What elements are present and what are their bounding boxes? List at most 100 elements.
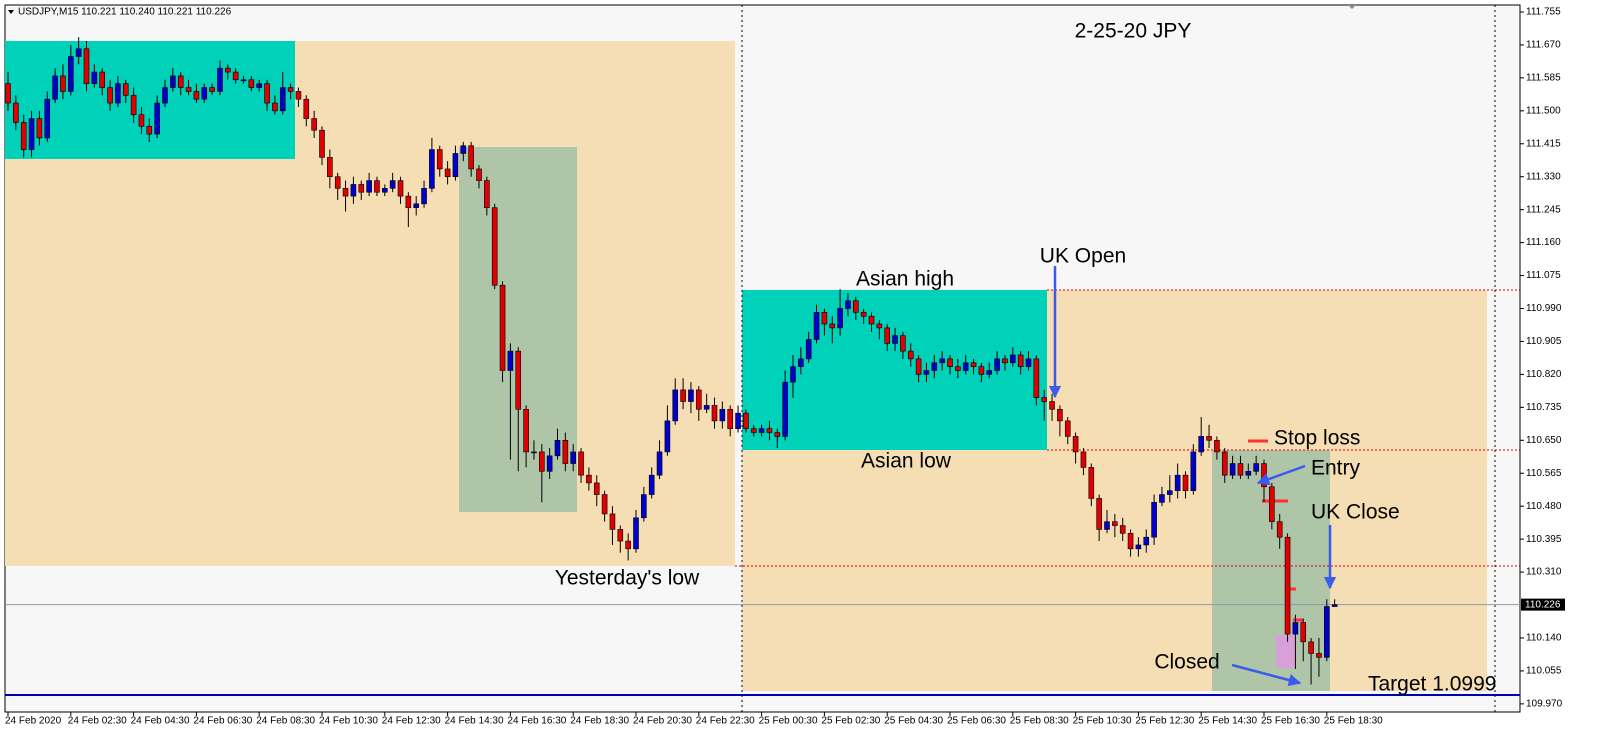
candle-body [1009,354,1016,364]
candle-body [279,87,286,112]
candle-body [429,149,435,189]
candle-body [1182,474,1189,491]
y-tick-label: 111.160 [1526,237,1561,248]
y-tick-label: 111.075 [1526,270,1561,281]
arrow [1231,663,1302,687]
candle-body [1245,470,1252,476]
y-tick-label: 110.735 [1526,402,1562,413]
candle-body [719,408,726,422]
candle-body [892,335,898,344]
candles [5,37,1338,685]
candle-body [735,412,741,429]
candle-body [617,529,624,542]
candle-body [232,71,239,81]
candle-body [1198,436,1204,453]
y-tick-label: 111.755 [1526,7,1561,18]
uk-box [1212,450,1330,691]
x-tick-label: 24 Feb 08:30 [256,716,315,727]
candle-body [538,451,545,472]
candle-body [374,180,380,193]
closed-box [1276,635,1295,668]
candle-body [586,474,592,484]
candle-body [1308,641,1314,654]
candle-body [798,358,804,367]
annotation: Asian high [856,268,954,291]
y-tick-label: 111.415 [1526,138,1561,149]
candle-body [303,98,310,119]
candle-body [1206,436,1212,441]
candle-body [1151,502,1157,538]
candle-body [342,188,349,197]
candle-body [609,513,616,530]
candle-body [185,87,192,92]
annotation: Yesterday's low [555,567,700,590]
candle-body [1017,354,1024,367]
x-tick-label: 24 Feb 2020 [5,716,62,727]
candle-body [1261,463,1267,488]
candle-body [695,389,702,410]
x-tick-label: 25 Feb 14:30 [1198,716,1257,727]
candle-body [68,56,74,92]
candle-body [170,75,176,88]
y-tick-label: 110.140 [1526,633,1562,644]
candle-body [570,451,577,464]
candle-body [727,408,734,429]
candle-body [562,439,569,464]
x-tick-label: 24 Feb 22:30 [696,716,755,727]
candle-body [664,420,671,453]
candle-body [484,180,490,209]
y-tick-label: 111.670 [1526,40,1561,51]
candle-body [240,79,247,82]
candle-body [436,149,443,170]
candle-body [515,350,522,410]
candle-body [138,114,145,127]
candle-body [641,494,647,519]
y-tick-label: 111.245 [1526,204,1561,215]
candle-body [868,315,875,325]
candle-body [884,327,891,344]
annotation: Target 1.0999 [1368,673,1496,696]
candle-body [821,312,828,325]
candle-body [531,451,537,454]
candle-body [115,83,121,104]
candle-body [358,184,365,193]
annotation: Stop loss [1274,427,1360,450]
candle-body [60,75,66,92]
candle-body [366,180,372,193]
candle-body [405,195,412,209]
candle-body [962,362,969,371]
candle-body [633,517,639,550]
candle-body [491,207,498,286]
candle-body [1237,463,1244,476]
arrow [1256,464,1306,486]
candle-body [625,540,631,550]
candle-body [381,188,388,193]
y-tick-label: 110.055 [1526,666,1562,677]
candle-body [193,91,200,100]
candle-body [1229,463,1236,476]
candle-body [703,405,710,410]
candle-body [986,370,993,375]
candle-body [28,118,35,150]
candle-body [766,428,773,433]
candle-body [107,87,113,104]
candle-body [829,323,836,329]
candle-body [743,412,749,429]
candle-body [593,482,600,495]
candle-body [955,366,961,371]
candle-body [1080,451,1087,468]
candle-body [750,428,757,433]
candle-body [1324,606,1330,658]
candle-body [1025,358,1032,367]
annotation: UK Close [1311,501,1400,524]
candle-body [1119,525,1126,534]
candle-body [1331,604,1338,607]
candle-body [1167,490,1173,495]
y-tick-label: 110.820 [1526,369,1562,380]
annotation: Entry [1311,457,1361,480]
candle-body [217,67,223,92]
candle-body [162,87,168,104]
y-tick-label: 111.500 [1526,105,1561,116]
candle-body [1253,463,1259,472]
annotation: UK Open [1040,245,1126,268]
